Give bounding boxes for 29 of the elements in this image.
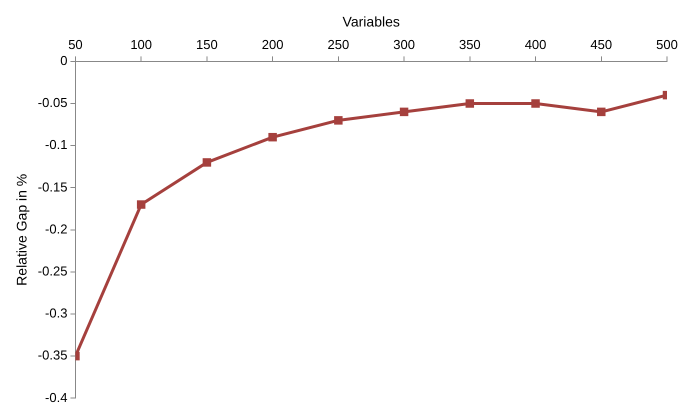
y-tick-label: -0.4 bbox=[45, 390, 68, 405]
x-tick-label: 150 bbox=[196, 37, 218, 52]
y-tick-label: -0.2 bbox=[45, 221, 68, 236]
x-tick-label: 500 bbox=[656, 37, 678, 52]
x-tick-label: 300 bbox=[393, 37, 415, 52]
x-tick-label: 100 bbox=[130, 37, 152, 52]
point bbox=[400, 108, 408, 116]
point bbox=[268, 132, 277, 142]
y-tick-label: -0.3 bbox=[45, 306, 68, 321]
y-tick-label: 0 bbox=[60, 52, 68, 68]
y-tick-label: -0.35 bbox=[38, 348, 68, 363]
x-tick-label: 350 bbox=[458, 37, 481, 52]
point bbox=[466, 99, 474, 108]
y-tick-label: -0.25 bbox=[38, 263, 68, 278]
y-tick-label: -0.15 bbox=[38, 179, 68, 194]
x-tick-label: 250 bbox=[328, 37, 350, 52]
point bbox=[531, 99, 540, 108]
y-axis-title: Relative Gap in % bbox=[13, 174, 30, 286]
point bbox=[202, 158, 212, 167]
y-tick-label: -0.1 bbox=[45, 137, 68, 152]
y-tick-label: -0.05 bbox=[38, 95, 68, 110]
point bbox=[136, 200, 146, 209]
x-axis-title: Variables bbox=[342, 13, 400, 30]
point bbox=[334, 116, 343, 125]
x-tick-label: 50 bbox=[68, 37, 83, 52]
x-tick-label: 400 bbox=[524, 37, 546, 52]
point bbox=[597, 108, 606, 116]
x-tick-label: 200 bbox=[262, 37, 284, 52]
x-tick-label: 450 bbox=[590, 37, 612, 52]
